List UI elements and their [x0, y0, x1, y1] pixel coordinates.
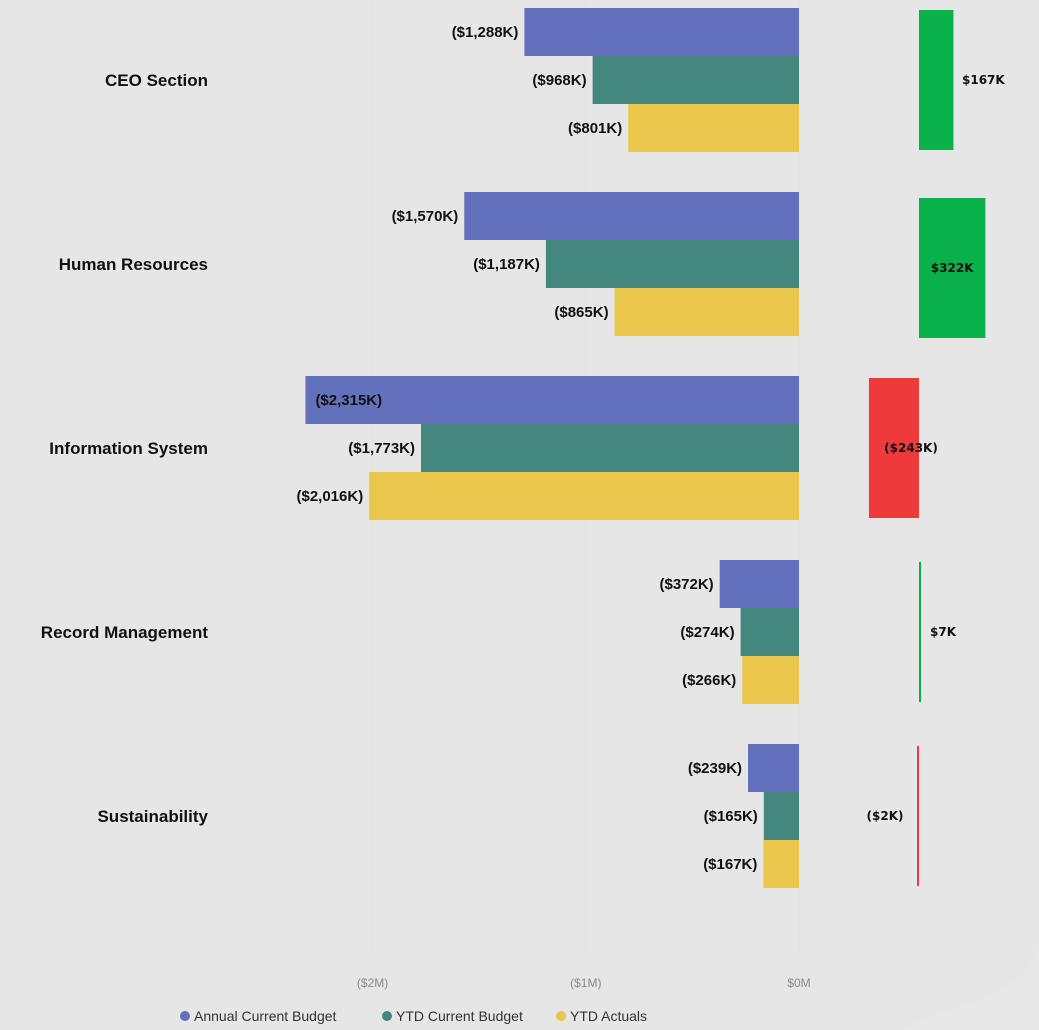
category-label-information-system: Information System [49, 439, 208, 458]
bar-labels: ($1,288K) ($968K) ($801K) ($1,570K) ($1,187K… [296, 24, 757, 873]
bar-annual-current-budget-sustainability [748, 744, 799, 792]
variance-label: $322K [931, 261, 974, 275]
variance-bar-ceo-section [919, 10, 954, 150]
category-label-human-resources: Human Resources [59, 255, 208, 274]
variance-label: ($243K) [884, 441, 938, 455]
bar-ytd-actuals-information-system [369, 472, 799, 520]
x-axis-ticks: ($2M) ($1M) $0M [357, 976, 811, 990]
data-label: ($165K) [704, 808, 758, 825]
bar-ytd-actuals-human-resources [614, 288, 799, 336]
data-label: ($1,187K) [473, 256, 540, 273]
data-label: ($372K) [659, 576, 713, 593]
variance-bar-information-system [868, 378, 919, 518]
bar-ytd-current-budget-human-resources [545, 240, 799, 288]
data-label: ($1,570K) [392, 208, 459, 225]
data-label: ($274K) [680, 624, 734, 641]
bar-ytd-actuals-record-management [742, 656, 799, 704]
category-label-record-management: Record Management [41, 623, 209, 642]
bar-ytd-current-budget-ceo-section [592, 56, 799, 104]
variance-bar-human-resources [919, 198, 986, 338]
data-label: ($2,016K) [296, 488, 363, 505]
data-label: ($801K) [568, 120, 622, 137]
bar-annual-current-budget-human-resources [464, 192, 799, 240]
legend-marker-ytd-actuals [556, 1011, 566, 1021]
data-label: ($266K) [682, 672, 736, 689]
bar-ytd-actuals-ceo-section [628, 104, 799, 152]
data-label: ($865K) [554, 304, 608, 321]
legend-label-ytd-actuals: YTD Actuals [570, 1008, 647, 1024]
variance-label: $7K [930, 625, 957, 639]
variance-bar-record-management [919, 562, 921, 702]
data-label: ($1,773K) [348, 440, 415, 457]
x-tick-label: ($2M) [357, 976, 388, 990]
bar-ytd-actuals-sustainability [763, 840, 799, 888]
bar-annual-current-budget-record-management [719, 560, 799, 608]
x-tick-label: $0M [787, 976, 810, 990]
bar-ytd-current-budget-record-management [740, 608, 799, 656]
data-label: ($239K) [688, 760, 742, 777]
data-label: ($1,288K) [452, 24, 519, 41]
data-label: ($2,315K) [315, 392, 382, 409]
category-labels: CEO Section Human Resources Information Sy… [41, 71, 209, 826]
bar-annual-current-budget-information-system [305, 376, 799, 424]
variance-label: ($2K) [867, 809, 904, 823]
category-label-sustainability: Sustainability [97, 807, 208, 826]
data-label: ($968K) [532, 72, 586, 89]
legend-marker-annual-current-budget [180, 1011, 190, 1021]
bars [305, 8, 799, 888]
bar-annual-current-budget-ceo-section [524, 8, 799, 56]
variance-bar-sustainability [917, 746, 919, 886]
category-label-ceo-section: CEO Section [105, 71, 208, 90]
legend: Annual Current Budget YTD Current Budget Y… [180, 1008, 647, 1024]
bar-ytd-current-budget-sustainability [763, 792, 799, 840]
legend-label-ytd-current-budget: YTD Current Budget [396, 1008, 523, 1024]
legend-label-annual-current-budget: Annual Current Budget [194, 1008, 337, 1024]
variance-label: $167K [962, 73, 1005, 87]
data-label: ($167K) [703, 856, 757, 873]
x-tick-label: ($1M) [570, 976, 601, 990]
bar-ytd-current-budget-information-system [420, 424, 799, 472]
legend-marker-ytd-current-budget [382, 1011, 392, 1021]
variance-bars: $167K $322K ($243K) $7K ($2K) [867, 10, 1005, 886]
